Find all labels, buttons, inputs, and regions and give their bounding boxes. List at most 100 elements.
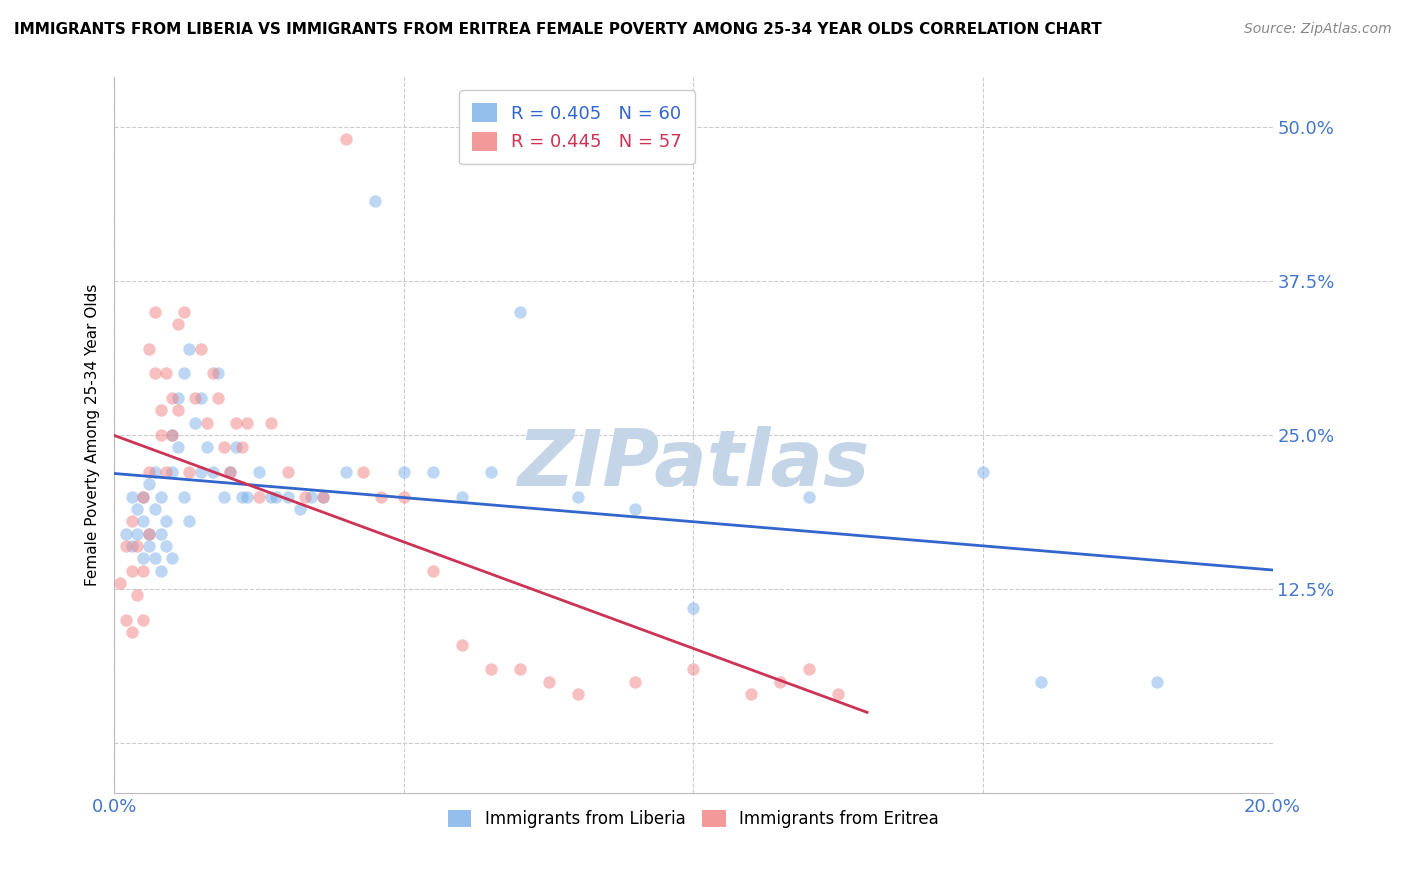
Point xyxy=(827,687,849,701)
Point xyxy=(392,490,415,504)
Point xyxy=(247,490,270,504)
Point xyxy=(138,526,160,541)
Point xyxy=(769,674,792,689)
Point xyxy=(121,625,143,640)
Point xyxy=(138,526,160,541)
Text: IMMIGRANTS FROM LIBERIA VS IMMIGRANTS FROM ERITREA FEMALE POVERTY AMONG 25-34 YE: IMMIGRANTS FROM LIBERIA VS IMMIGRANTS FR… xyxy=(14,22,1102,37)
Point xyxy=(167,391,190,405)
Point xyxy=(567,490,589,504)
Point xyxy=(231,490,253,504)
Point xyxy=(277,490,299,504)
Point xyxy=(179,514,201,528)
Point xyxy=(138,342,160,356)
Point xyxy=(149,526,172,541)
Point xyxy=(219,465,242,479)
Point xyxy=(121,490,143,504)
Point xyxy=(160,551,183,566)
Point xyxy=(799,662,821,676)
Text: ZIPatlas: ZIPatlas xyxy=(517,425,869,501)
Point xyxy=(160,465,183,479)
Point xyxy=(138,539,160,553)
Point xyxy=(312,490,335,504)
Point xyxy=(207,391,229,405)
Point xyxy=(247,465,270,479)
Point xyxy=(149,490,172,504)
Point xyxy=(160,428,183,442)
Point xyxy=(1029,674,1052,689)
Point xyxy=(132,613,155,627)
Point xyxy=(143,465,166,479)
Point xyxy=(143,367,166,381)
Point xyxy=(184,416,207,430)
Point xyxy=(143,502,166,516)
Point xyxy=(138,477,160,491)
Point xyxy=(121,539,143,553)
Point xyxy=(479,662,502,676)
Point xyxy=(479,465,502,479)
Point xyxy=(108,576,131,591)
Point xyxy=(127,588,149,602)
Point xyxy=(167,441,190,455)
Point xyxy=(184,391,207,405)
Point xyxy=(114,539,136,553)
Point xyxy=(121,564,143,578)
Point xyxy=(155,539,177,553)
Point xyxy=(299,490,322,504)
Point xyxy=(190,342,212,356)
Point xyxy=(225,416,247,430)
Point xyxy=(173,304,195,318)
Point xyxy=(567,687,589,701)
Point xyxy=(155,514,177,528)
Point xyxy=(149,403,172,417)
Point xyxy=(149,564,172,578)
Point xyxy=(236,416,259,430)
Point xyxy=(972,465,994,479)
Point xyxy=(740,687,762,701)
Point xyxy=(266,490,288,504)
Point xyxy=(335,465,357,479)
Point xyxy=(155,465,177,479)
Point xyxy=(624,502,647,516)
Point xyxy=(537,674,560,689)
Point xyxy=(219,465,242,479)
Point xyxy=(114,613,136,627)
Point xyxy=(225,441,247,455)
Legend: Immigrants from Liberia, Immigrants from Eritrea: Immigrants from Liberia, Immigrants from… xyxy=(441,803,945,834)
Point xyxy=(179,342,201,356)
Point xyxy=(509,304,531,318)
Text: Source: ZipAtlas.com: Source: ZipAtlas.com xyxy=(1244,22,1392,37)
Point xyxy=(277,465,299,479)
Point xyxy=(132,564,155,578)
Point xyxy=(173,490,195,504)
Point xyxy=(132,551,155,566)
Point xyxy=(288,502,311,516)
Point xyxy=(236,490,259,504)
Point xyxy=(207,367,229,381)
Y-axis label: Female Poverty Among 25-34 Year Olds: Female Poverty Among 25-34 Year Olds xyxy=(86,284,100,586)
Point xyxy=(149,428,172,442)
Point xyxy=(682,600,704,615)
Point xyxy=(167,403,190,417)
Point xyxy=(450,490,472,504)
Point xyxy=(450,638,472,652)
Point xyxy=(422,465,444,479)
Point xyxy=(132,514,155,528)
Point xyxy=(127,502,149,516)
Point xyxy=(259,490,281,504)
Point xyxy=(132,490,155,504)
Point xyxy=(201,465,224,479)
Point xyxy=(160,391,183,405)
Point xyxy=(179,465,201,479)
Point xyxy=(143,304,166,318)
Point xyxy=(799,490,821,504)
Point xyxy=(143,551,166,566)
Point xyxy=(127,526,149,541)
Point xyxy=(132,490,155,504)
Point xyxy=(294,490,316,504)
Point xyxy=(624,674,647,689)
Point xyxy=(352,465,374,479)
Point xyxy=(121,514,143,528)
Point xyxy=(167,317,190,331)
Point xyxy=(312,490,335,504)
Point xyxy=(370,490,392,504)
